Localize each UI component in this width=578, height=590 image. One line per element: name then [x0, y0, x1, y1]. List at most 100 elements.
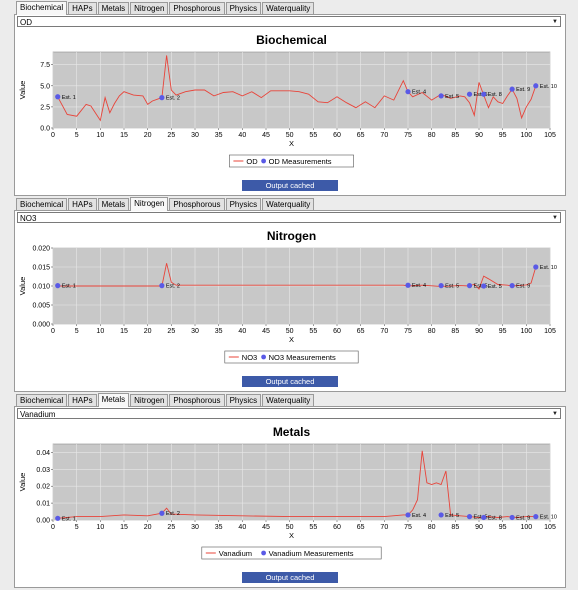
y-tick-label: 0.00 [36, 518, 50, 525]
measurement-label: Est. 1 [62, 95, 76, 101]
x-tick-label: 5 [75, 328, 79, 335]
legend-line-label: Vanadium [219, 549, 252, 558]
x-tick-label: 45 [262, 524, 270, 531]
metals-chart: Metals 0 5 10 15 20 25 30 35 40 45 50 55 60 65 70 75 80 85… [18, 425, 557, 560]
x-tick-label: 15 [120, 328, 128, 335]
tab-nitrogen[interactable]: Nitrogen [130, 197, 169, 211]
x-tick-label: 105 [544, 132, 556, 139]
x-tick-label: 60 [333, 132, 341, 139]
x-tick-label: 70 [380, 524, 388, 531]
tab-haps[interactable]: HAPs [68, 394, 97, 407]
measurement-label: Est. 5 [445, 94, 459, 100]
measurement-point [466, 283, 473, 289]
y-axis-label: Value [18, 277, 27, 296]
measurement-label: Est. 2 [166, 96, 180, 102]
x-tick-label: 100 [520, 524, 532, 531]
measurement-point [55, 283, 61, 289]
y-tick-label: 0.010 [32, 284, 50, 291]
measurement-point [509, 86, 515, 92]
tab-phosphorous[interactable]: Phosphorous [169, 2, 225, 15]
tab-bar: Biochemical HAPs Metals Nitrogen Phospho… [16, 393, 315, 407]
tab-metals[interactable]: Metals [97, 198, 130, 211]
y-tick-label: 0.005 [32, 303, 50, 310]
chevron-down-icon[interactable]: ▼ [552, 215, 558, 221]
tab-biochemical[interactable]: Biochemical [16, 198, 68, 211]
measurement-point [438, 283, 444, 289]
y-tick-label: 5.0 [40, 83, 50, 90]
x-axis-label: X [289, 531, 294, 540]
y-axis-label: Value [18, 81, 27, 100]
tab-waterquality[interactable]: Waterquality [262, 394, 315, 407]
nitrogen-chart: Nitrogen 0 5 10 15 20 25 30 35 40 45 50 55 60 65 70 75 80… [18, 229, 557, 364]
output-cached-button[interactable]: Output cached [242, 180, 338, 191]
x-tick-label: 10 [96, 132, 104, 139]
x-tick-label: 25 [167, 132, 175, 139]
chart-title: Metals [273, 425, 311, 439]
x-tick-label: 55 [309, 132, 317, 139]
x-tick-label: 100 [520, 328, 532, 335]
y-tick-label: 0.015 [32, 265, 50, 272]
measurement-point [509, 514, 515, 521]
tab-biochemical[interactable]: Biochemical [16, 394, 68, 407]
x-tick-label: 40 [238, 328, 246, 335]
x-tick-label: 80 [428, 328, 436, 335]
x-tick-label: 55 [309, 524, 317, 531]
measurement-point [55, 94, 61, 100]
measurement-point [55, 515, 61, 521]
x-tick-label: 75 [404, 132, 412, 139]
y-tick-label: 0.020 [32, 246, 50, 253]
tab-waterquality[interactable]: Waterquality [262, 198, 315, 211]
tab-biochemical[interactable]: Biochemical [16, 1, 68, 15]
tab-physics[interactable]: Physics [225, 198, 262, 211]
x-tick-label: 35 [215, 132, 223, 139]
measurement-point [438, 93, 444, 99]
x-tick-label: 60 [333, 524, 341, 531]
legend-box [224, 350, 359, 364]
x-tick-label: 80 [428, 132, 436, 139]
tab-haps[interactable]: HAPs [68, 198, 97, 211]
measurement-label: Est. 5 [445, 284, 459, 290]
x-tick-label: 40 [238, 524, 246, 531]
legend-line-label: OD [246, 157, 258, 166]
tab-physics[interactable]: Physics [225, 394, 262, 407]
legend-point-swatch [261, 158, 266, 164]
x-tick-label: 65 [357, 524, 365, 531]
x-tick-label: 30 [191, 328, 199, 335]
tab-phosphorous[interactable]: Phosphorous [169, 394, 225, 407]
tab-physics[interactable]: Physics [225, 2, 262, 15]
tab-phosphorous[interactable]: Phosphorous [169, 198, 225, 211]
measurement-point [405, 512, 411, 518]
x-tick-label: 15 [120, 132, 128, 139]
output-cached-button[interactable]: Output cached [242, 572, 338, 583]
measurement-label: Est. 8 [488, 92, 502, 98]
chevron-down-icon[interactable]: ▼ [552, 411, 558, 417]
legend: NO3 NO3 Measurements [224, 350, 359, 364]
variable-select[interactable]: NO3 ▼ [17, 212, 561, 223]
output-cached-button[interactable]: Output cached [242, 376, 338, 387]
tab-metals[interactable]: Metals [97, 2, 130, 15]
variable-select-value: OD [20, 18, 32, 27]
x-tick-label: 55 [309, 328, 317, 335]
y-tick-label: 2.5 [40, 104, 50, 111]
chart-title: Nitrogen [267, 229, 316, 243]
x-tick-label: 30 [191, 132, 199, 139]
x-tick-label: 70 [380, 132, 388, 139]
legend-point-label: OD Measurements [269, 157, 332, 166]
measurement-label: Est. 9 [516, 284, 530, 290]
variable-select[interactable]: Vanadium ▼ [17, 408, 561, 419]
variable-select[interactable]: OD ▼ [17, 16, 561, 27]
tab-metals[interactable]: Metals [97, 393, 130, 407]
chevron-down-icon[interactable]: ▼ [552, 19, 558, 25]
tab-nitrogen[interactable]: Nitrogen [130, 2, 169, 15]
x-tick-label: 40 [238, 132, 246, 139]
tab-nitrogen[interactable]: Nitrogen [130, 394, 169, 407]
tab-haps[interactable]: HAPs [68, 2, 97, 15]
measurement-label: Est. 1 [62, 516, 76, 522]
measurement-label: Est. 4 [412, 283, 426, 289]
x-tick-label: 85 [451, 524, 459, 531]
measurement-point [159, 95, 165, 101]
measurement-label: Est. 8 [488, 515, 502, 521]
tab-bar: Biochemical HAPs Metals Nitrogen Phospho… [16, 1, 315, 15]
tab-waterquality[interactable]: Waterquality [262, 2, 315, 15]
plot-area [52, 51, 551, 129]
